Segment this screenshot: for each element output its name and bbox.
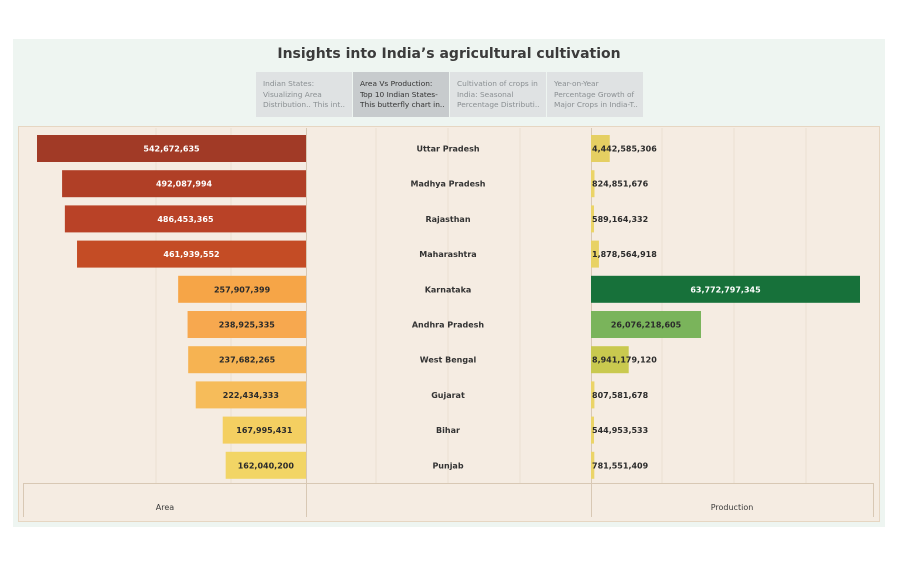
production-bar[interactable] [591, 170, 595, 198]
state-label: Gujarat [431, 391, 465, 400]
area-bar[interactable] [62, 170, 307, 198]
production-value-label: 544,953,533 [592, 426, 648, 435]
state-label: Uttar Pradesh [416, 145, 479, 154]
area-bar[interactable] [37, 135, 306, 162]
production-value-label: 781,551,409 [592, 461, 649, 470]
state-label: Bihar [436, 426, 460, 435]
state-label: Madhya Pradesh [411, 180, 486, 189]
production-value-label: 589,164,332 [592, 215, 648, 224]
production-value-label: 26,076,218,605 [611, 321, 682, 330]
area-bars: 542,672,635 492,087,994 486,453,365 461,939… [37, 135, 307, 479]
production-value-label: 8,941,179,120 [592, 356, 657, 365]
tab-cultivation-seasonal[interactable]: Cultivation of crops in India: Seasonal … [450, 72, 546, 117]
area-value-label: 238,925,335 [219, 321, 276, 330]
production-bar[interactable] [591, 416, 594, 444]
axis-footer: Area Production [23, 483, 874, 512]
state-labels: Uttar Pradesh Madhya Pradesh Rajasthan Maha… [411, 145, 486, 471]
state-label: Maharashtra [419, 250, 476, 259]
area-bar[interactable] [187, 311, 306, 338]
state-label: Karnataka [425, 285, 472, 294]
production-value-label: 63,772,797,345 [690, 285, 761, 294]
area-bar[interactable] [222, 416, 306, 444]
production-bar[interactable] [591, 205, 594, 233]
state-label: Rajasthan [425, 215, 470, 224]
area-bar[interactable] [195, 381, 306, 409]
area-value-label: 237,682,265 [219, 356, 276, 365]
production-value-label: 1,878,564,918 [592, 250, 657, 259]
area-value-label: 162,040,200 [238, 461, 295, 470]
tab-yoy-growth[interactable]: Year-on-Year Percentage Growth of Major … [547, 72, 643, 117]
production-bar[interactable] [591, 451, 595, 479]
area-value-label: 486,453,365 [157, 215, 214, 224]
production-bars: 4,442,585,306 824,851,676 589,164,332 1,878… [591, 135, 860, 479]
area-value-label: 222,434,333 [223, 391, 279, 400]
production-value-label: 4,442,585,306 [592, 145, 657, 154]
area-value-label: 257,907,399 [214, 285, 271, 294]
production-bar[interactable] [591, 275, 860, 303]
production-bar[interactable] [591, 381, 595, 409]
area-bar[interactable] [64, 205, 306, 233]
production-bar[interactable] [591, 135, 610, 162]
area-bar[interactable] [178, 275, 306, 303]
area-bar[interactable] [188, 346, 306, 374]
state-label: Andhra Pradesh [412, 321, 485, 330]
area-value-label: 461,939,552 [163, 250, 219, 259]
tab-area-vs-production[interactable]: Area Vs Production: Top 10 Indian States… [353, 72, 449, 117]
production-value-label: 824,851,676 [592, 180, 649, 189]
dashboard-title: Insights into India’s agricultural culti… [277, 46, 621, 62]
production-bar[interactable] [591, 346, 629, 374]
area-axis-label: Area [156, 503, 175, 512]
area-bar[interactable] [225, 451, 306, 479]
tab-indian-states[interactable]: Indian States: Visualizing Area Distribu… [256, 72, 352, 117]
area-bar[interactable] [77, 240, 306, 268]
production-bar[interactable] [591, 240, 599, 268]
production-bar[interactable] [591, 311, 701, 338]
production-axis-label: Production [711, 503, 754, 512]
production-value-label: 807,581,678 [592, 391, 649, 400]
area-value-label: 492,087,994 [156, 180, 213, 189]
area-value-label: 167,995,431 [236, 426, 293, 435]
state-label: West Bengal [420, 356, 477, 365]
area-value-label: 542,672,635 [143, 145, 200, 154]
state-label: Punjab [432, 461, 463, 470]
